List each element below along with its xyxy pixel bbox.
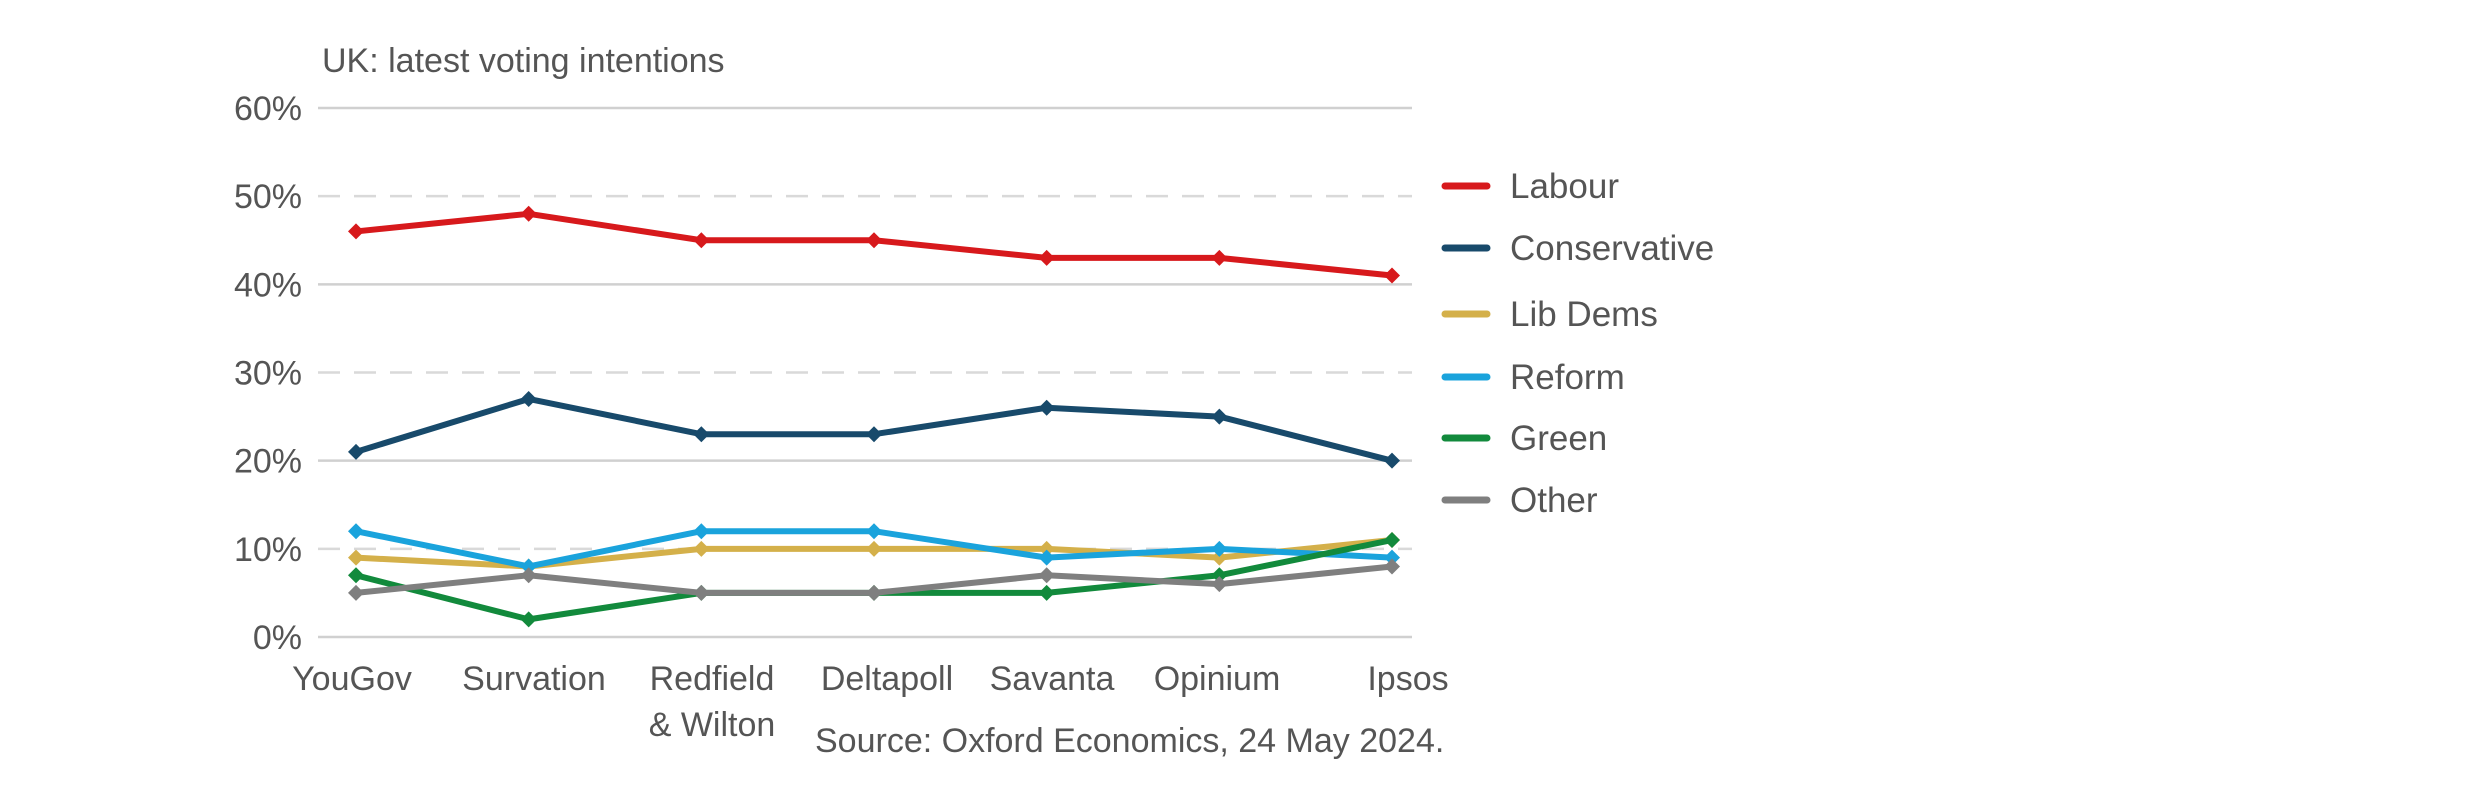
data-point-other xyxy=(1384,558,1400,575)
legend-item-conservative: Conservative xyxy=(1441,229,1714,268)
data-point-lib-dems xyxy=(866,540,882,557)
data-point-conservative xyxy=(1384,452,1400,469)
series-conservative xyxy=(348,390,1400,469)
legend-label-reform: Reform xyxy=(1510,358,1625,397)
y-axis-tick-labels: 0% 10% 20% 30% 40% 50% 60% xyxy=(234,90,302,657)
data-point-other xyxy=(520,567,537,584)
y-tick-label: 50% xyxy=(234,178,302,216)
gridlines xyxy=(318,106,1412,639)
data-point-reform xyxy=(1211,540,1228,557)
data-point-conservative xyxy=(693,426,710,443)
y-tick-label: 10% xyxy=(234,531,302,569)
y-tick-label: 20% xyxy=(234,443,302,481)
y-tick-label: 30% xyxy=(234,355,302,393)
data-point-reform xyxy=(1038,549,1055,566)
data-point-green xyxy=(1384,532,1400,549)
chart-title: UK: latest voting intentions xyxy=(322,42,725,80)
x-tick-label: Survation xyxy=(462,660,606,698)
data-point-labour xyxy=(520,205,537,222)
legend-item-reform: Reform xyxy=(1441,358,1625,397)
data-point-green xyxy=(1211,567,1228,584)
x-tick-label: Opinium xyxy=(1154,660,1281,698)
data-point-other xyxy=(348,584,364,601)
data-point-lib-dems xyxy=(1211,549,1228,566)
legend-item-labour: Labour xyxy=(1441,167,1619,206)
data-point-other xyxy=(1038,567,1055,584)
source-note: Source: Oxford Economics, 24 May 2024. xyxy=(815,722,1444,760)
y-tick-label: 40% xyxy=(234,266,302,304)
legend-label-labour: Labour xyxy=(1510,167,1619,206)
legend: Labour Conservative Lib Dems Reform Green Oth… xyxy=(1441,167,1714,520)
data-point-labour xyxy=(1211,249,1228,266)
data-point-other xyxy=(866,584,882,601)
data-point-green xyxy=(348,567,364,584)
data-point-labour xyxy=(866,232,882,249)
data-point-labour xyxy=(348,223,364,240)
data-point-conservative xyxy=(866,426,882,443)
data-point-conservative xyxy=(1211,408,1228,425)
x-axis-tick-labels: YouGov Survation Redfield & Wilton Deltapoll… xyxy=(292,660,1449,744)
legend-label-green: Green xyxy=(1510,419,1607,458)
legend-label-other: Other xyxy=(1510,481,1598,520)
data-point-reform xyxy=(1384,549,1400,566)
data-point-reform xyxy=(520,558,537,575)
y-tick-label: 60% xyxy=(234,90,302,128)
data-point-green xyxy=(1038,584,1055,601)
x-tick-label: Redfield & Wilton xyxy=(649,660,776,744)
data-point-conservative xyxy=(1038,399,1055,416)
series-lines xyxy=(348,205,1400,628)
data-point-labour xyxy=(693,232,710,249)
series-reform xyxy=(348,523,1400,575)
x-tick-label: Savanta xyxy=(990,660,1115,698)
data-point-lib-dems xyxy=(348,549,364,566)
data-point-lib-dems xyxy=(1038,540,1055,557)
data-point-conservative xyxy=(348,443,364,460)
series-labour xyxy=(348,205,1400,284)
data-point-conservative xyxy=(520,390,537,407)
legend-item-lib-dems: Lib Dems xyxy=(1441,295,1658,334)
legend-item-other: Other xyxy=(1441,481,1598,520)
data-point-labour xyxy=(1038,249,1055,266)
legend-label-lib-dems: Lib Dems xyxy=(1510,295,1658,334)
x-tick-label: Ipsos xyxy=(1367,660,1448,698)
legend-item-green: Green xyxy=(1441,419,1607,458)
data-point-lib-dems xyxy=(693,540,710,557)
data-point-labour xyxy=(1384,267,1400,284)
data-point-other xyxy=(1211,576,1228,593)
data-point-other xyxy=(693,584,710,601)
legend-label-conservative: Conservative xyxy=(1510,229,1714,268)
data-point-reform xyxy=(348,523,364,540)
data-point-green xyxy=(520,611,537,628)
x-tick-label: YouGov xyxy=(292,660,412,698)
data-point-reform xyxy=(693,523,710,540)
x-tick-label: Deltapoll xyxy=(821,660,953,698)
series-other xyxy=(348,558,1400,601)
data-point-reform xyxy=(866,523,882,540)
y-tick-label: 0% xyxy=(253,619,302,657)
